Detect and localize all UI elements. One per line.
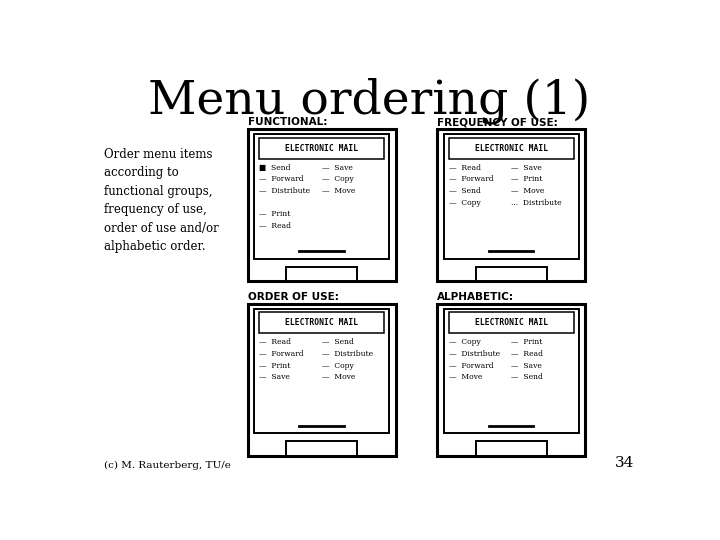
Text: ...  Distribute: ... Distribute: [511, 199, 562, 207]
Bar: [476, 441, 546, 456]
Text: —  Copy: — Copy: [449, 199, 480, 207]
Text: —  Forward: — Forward: [258, 350, 303, 358]
Bar: [444, 309, 579, 433]
Text: ALPHABETIC:: ALPHABETIC:: [437, 292, 514, 302]
Text: —  Distribute: — Distribute: [322, 350, 373, 358]
Text: —  Read: — Read: [449, 164, 480, 172]
Bar: [254, 134, 389, 259]
Text: —  Forward: — Forward: [449, 176, 493, 184]
Text: —  Save: — Save: [322, 164, 353, 172]
Text: —  Save: — Save: [258, 373, 289, 381]
Text: —  Forward: — Forward: [258, 176, 303, 184]
Bar: [254, 309, 389, 433]
Text: —  Forward: — Forward: [449, 362, 493, 370]
Bar: [449, 312, 574, 333]
Text: —  Distribute: — Distribute: [449, 350, 500, 358]
Text: (c) M. Rauterberg, TU/e: (c) M. Rauterberg, TU/e: [104, 461, 231, 470]
Bar: [476, 267, 546, 281]
Text: —  Copy: — Copy: [322, 176, 354, 184]
Text: —  Save: — Save: [511, 164, 542, 172]
Text: —  Read: — Read: [258, 222, 291, 230]
Text: —  Print: — Print: [511, 176, 543, 184]
Text: 34: 34: [615, 456, 634, 470]
Text: Menu ordering (1): Menu ordering (1): [148, 77, 590, 124]
Text: —  Copy: — Copy: [449, 339, 480, 346]
Bar: [286, 267, 357, 281]
Text: FREQUENCY OF USE:: FREQUENCY OF USE:: [437, 117, 558, 127]
Bar: [248, 304, 395, 456]
Text: —  Print: — Print: [258, 210, 290, 218]
Text: —  Read: — Read: [258, 339, 291, 346]
Text: —  Copy: — Copy: [322, 362, 354, 370]
Text: ELECTRONIC MAIL: ELECTRONIC MAIL: [285, 318, 358, 327]
Text: —  Move: — Move: [322, 373, 355, 381]
Text: —  Read: — Read: [511, 350, 544, 358]
Text: —  Distribute: — Distribute: [258, 187, 310, 195]
Text: ELECTRONIC MAIL: ELECTRONIC MAIL: [474, 318, 548, 327]
Text: FUNCTIONAL:: FUNCTIONAL:: [248, 117, 327, 127]
Text: —  Move: — Move: [511, 187, 544, 195]
Bar: [444, 134, 579, 259]
Text: —  Save: — Save: [511, 362, 542, 370]
Text: ELECTRONIC MAIL: ELECTRONIC MAIL: [285, 144, 358, 153]
Bar: [248, 129, 395, 281]
Text: —  Send: — Send: [322, 339, 354, 346]
Text: —  Move: — Move: [449, 373, 482, 381]
Bar: [286, 441, 357, 456]
Text: —  Send: — Send: [511, 373, 543, 381]
Text: —  Send: — Send: [449, 187, 480, 195]
Text: ELECTRONIC MAIL: ELECTRONIC MAIL: [474, 144, 548, 153]
Text: ■  Send: ■ Send: [258, 164, 290, 172]
Bar: [449, 138, 574, 159]
Text: Order menu items
according to
functional groups,
frequency of use,
order of use : Order menu items according to functional…: [104, 148, 219, 253]
Bar: [437, 304, 585, 456]
Text: —  Move: — Move: [322, 187, 355, 195]
Text: —  Print: — Print: [511, 339, 543, 346]
Text: ORDER OF USE:: ORDER OF USE:: [248, 292, 338, 302]
Bar: [258, 138, 384, 159]
Bar: [437, 129, 585, 281]
Text: —  Print: — Print: [258, 362, 290, 370]
Bar: [258, 312, 384, 333]
